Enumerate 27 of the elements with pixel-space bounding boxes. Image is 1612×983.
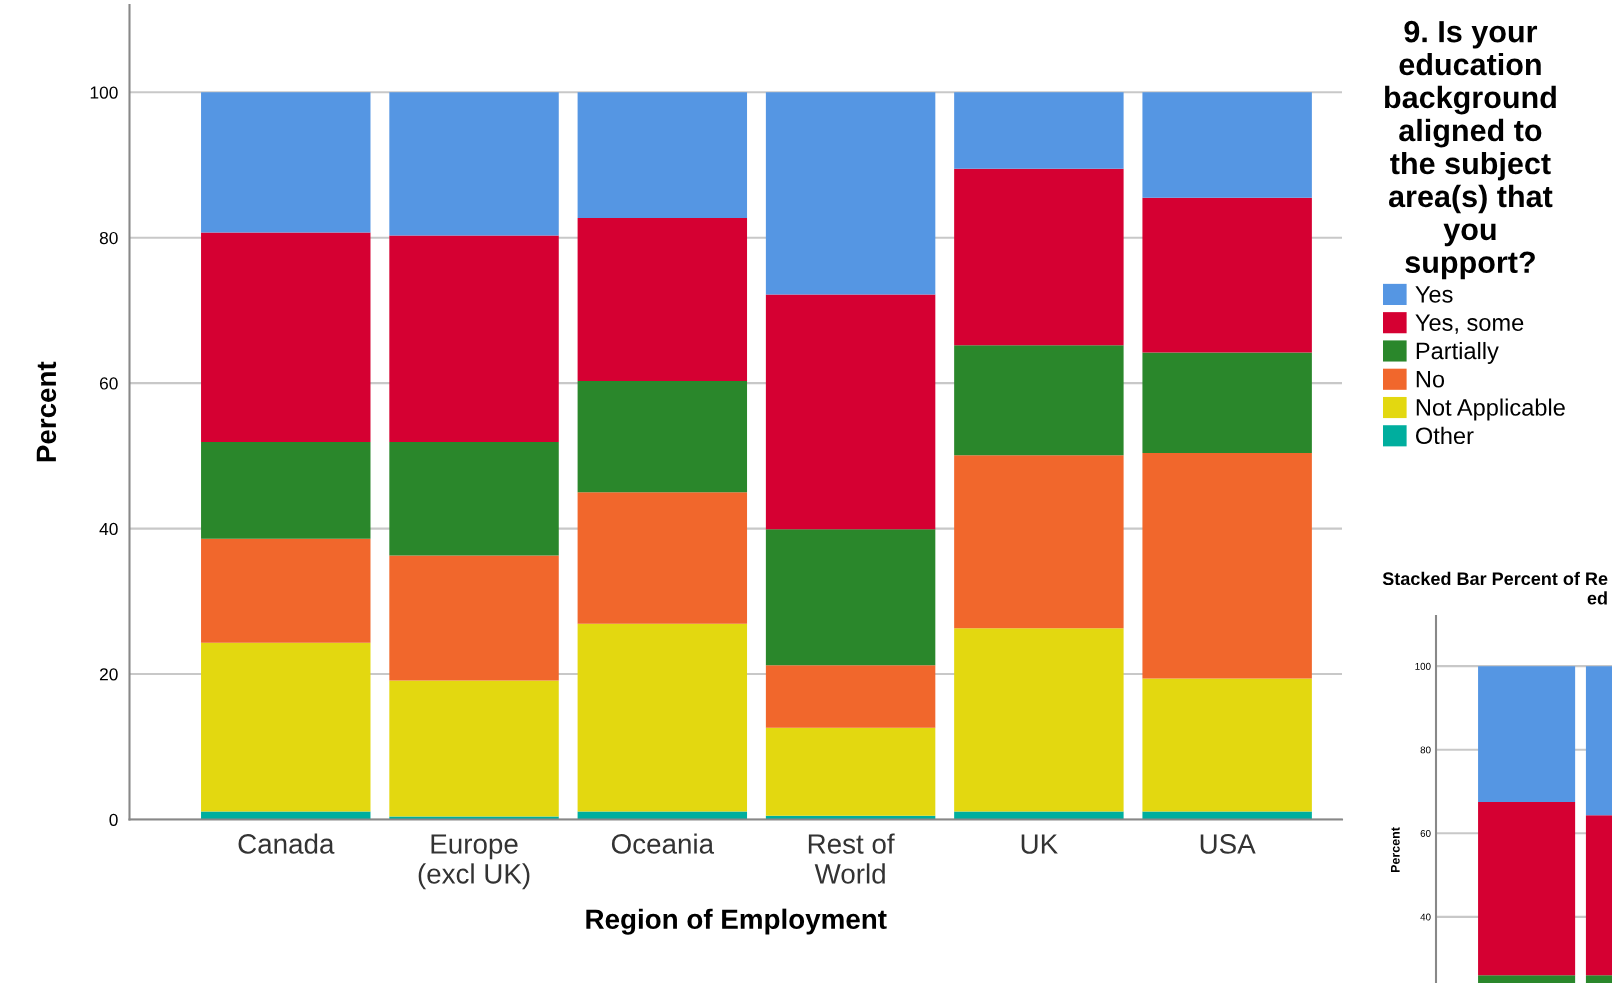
x-tick-label: Rest of World <box>808 833 895 884</box>
y-tick-label: 0 <box>109 813 118 826</box>
y-tick-label: 80 <box>1420 746 1431 754</box>
legend-label: Yes <box>1415 286 1453 303</box>
y-axis-title: Percent <box>1391 827 1400 873</box>
y-tick-label: 100 <box>1415 662 1431 670</box>
x-tick-label: USA <box>1200 834 1256 854</box>
y-tick-label: 40 <box>1420 913 1431 921</box>
y-tick-label: 80 <box>99 231 118 245</box>
legend-title: 9. Is your education background aligned to the subject area(s) that you support? <box>1385 20 1556 280</box>
x-tick-label: Oceania <box>611 833 715 854</box>
y-tick-label: 60 <box>1420 830 1431 837</box>
y-axis-title: Percent <box>36 361 57 462</box>
y-tick-label: 60 <box>99 377 118 390</box>
legend-label: Partially <box>1416 341 1499 364</box>
y-tick-label: 40 <box>99 522 118 536</box>
chart-title: Stacked Bar Percent of Re ed <box>1382 571 1608 605</box>
y-tick-label: 20 <box>99 668 118 681</box>
legend-label: No <box>1416 371 1445 388</box>
x-tick-label: Europe (excl UK) <box>418 834 530 890</box>
y-tick-label: 100 <box>90 86 118 99</box>
x-tick-label: Canada <box>238 833 335 854</box>
legend-label: Yes, some <box>1415 314 1524 334</box>
legend-label: Other <box>1415 426 1474 445</box>
x-tick-label: UK <box>1021 834 1058 854</box>
legend-label: Not Applicable <box>1416 398 1565 421</box>
x-axis-title: Region of Employment <box>586 908 887 935</box>
